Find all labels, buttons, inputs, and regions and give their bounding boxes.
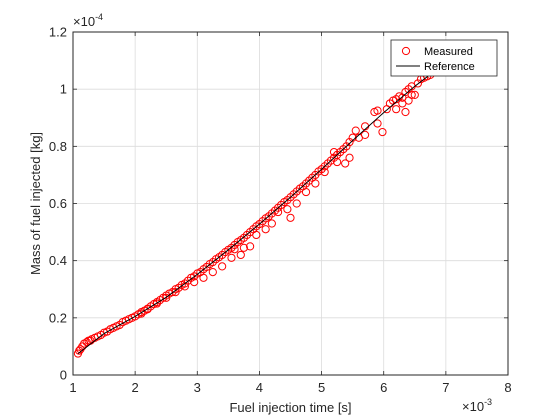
y-exponent-base: ×10 — [73, 14, 95, 29]
series-layer — [73, 70, 435, 358]
measured-point — [227, 253, 236, 262]
measured-point — [286, 213, 295, 222]
y-tick-label: 0.8 — [49, 139, 67, 154]
measured-point — [345, 153, 354, 162]
y-tick-label: 1 — [60, 82, 67, 97]
measured-point — [333, 157, 342, 167]
measured-point — [410, 90, 419, 99]
measured-point — [239, 243, 248, 252]
measured-point — [152, 299, 161, 308]
x-exponent-base: ×10 — [462, 399, 484, 414]
x-axis-ticks: 1 2 3 4 5 6 7 8 — [69, 32, 512, 395]
measured-point — [82, 338, 91, 347]
y-tick-label: 0.6 — [49, 196, 67, 211]
legend-label-measured: Measured — [424, 46, 473, 58]
y-tick-label: 0 — [60, 368, 67, 383]
legend-box — [390, 39, 498, 77]
legend-marker-measured — [401, 46, 411, 56]
measured-point — [230, 245, 239, 254]
measured-point — [360, 130, 370, 139]
measured-point — [252, 230, 261, 240]
measured-point — [407, 90, 416, 99]
measured-point — [401, 107, 410, 117]
x-exponent: ×10-3 — [462, 397, 492, 414]
x-axis-label: Fuel injection time [s] — [229, 400, 351, 415]
reference-line — [77, 71, 434, 354]
x-tick-label: 8 — [504, 380, 511, 395]
measured-point — [329, 147, 339, 157]
measured-point — [137, 309, 146, 318]
svg-text:×10-3: ×10-3 — [462, 397, 492, 414]
x-tick-label: 6 — [380, 380, 387, 395]
measured-point — [236, 250, 245, 260]
measured-point — [301, 187, 311, 197]
y-axis-label: Mass of fuel injected [kg] — [28, 132, 43, 275]
y-tick-label: 0.2 — [49, 310, 67, 325]
y-tick-label: 1.2 — [49, 25, 67, 40]
measured-point — [351, 126, 360, 135]
measured-point — [311, 179, 320, 188]
measured-point — [267, 219, 276, 228]
measured-point — [341, 159, 350, 168]
measured-point — [218, 262, 227, 271]
measured-point — [373, 119, 382, 128]
y-exponent: ×10-4 — [73, 12, 103, 29]
measured-point — [373, 106, 382, 115]
measured-point — [171, 288, 180, 297]
svg-text:×10-4: ×10-4 — [73, 12, 103, 29]
measured-point — [143, 305, 152, 314]
measured-point — [190, 278, 199, 287]
measured-point — [283, 205, 292, 214]
y-tick-label: 0.4 — [49, 253, 67, 268]
measured-point — [162, 293, 171, 302]
measured-point — [208, 268, 217, 277]
y-exponent-power: -4 — [95, 12, 103, 22]
measured-point — [292, 199, 301, 208]
measured-point — [378, 127, 387, 137]
x-tick-label: 1 — [69, 380, 76, 395]
x-tick-label: 4 — [256, 380, 263, 395]
measured-point — [112, 322, 121, 331]
x-tick-label: 7 — [442, 380, 449, 395]
x-tick-label: 3 — [194, 380, 201, 395]
x-tick-label: 5 — [318, 380, 325, 395]
x-exponent-power: -3 — [484, 397, 492, 407]
y-axis-ticks: 0 0.2 0.4 0.6 0.8 1 1.2 — [49, 25, 508, 383]
legend: Measured Reference — [390, 39, 498, 77]
measured-point — [199, 273, 208, 282]
measured-point — [246, 242, 255, 251]
legend-label-reference: Reference — [424, 61, 475, 73]
measured-point — [261, 225, 270, 234]
measured-point — [320, 167, 329, 177]
x-tick-label: 2 — [132, 380, 139, 395]
measured-point — [392, 105, 401, 114]
